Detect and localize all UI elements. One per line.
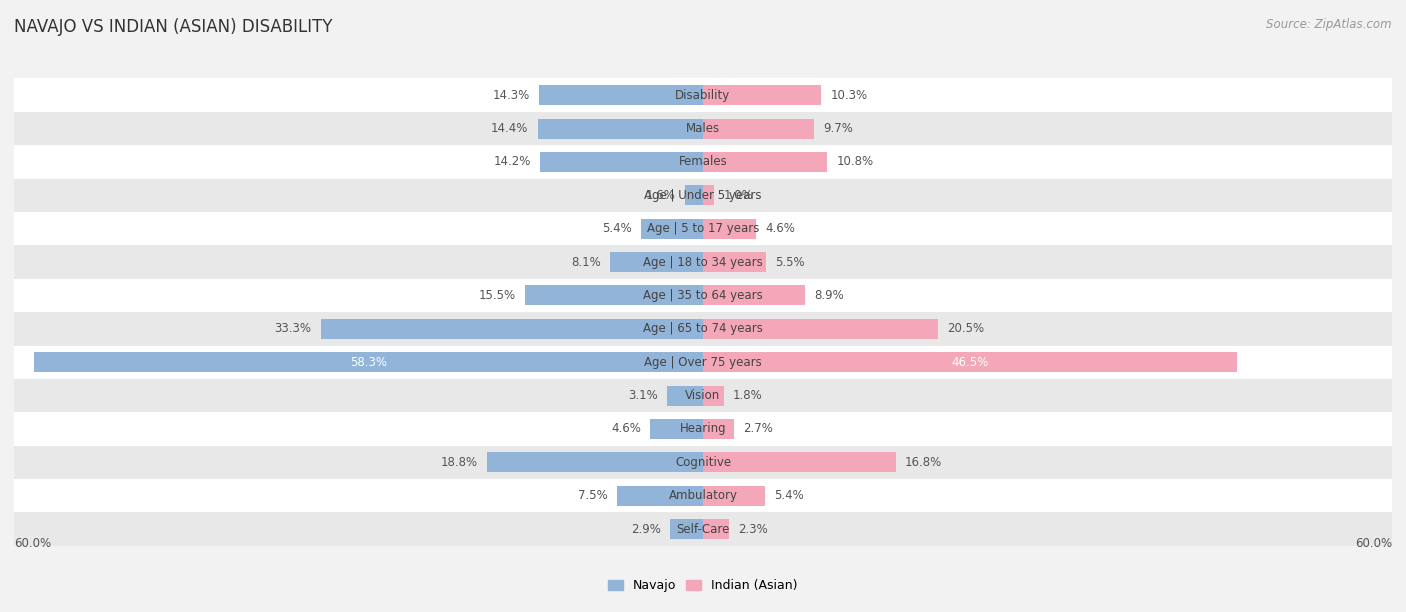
Bar — [14, 446, 1392, 479]
Bar — [538, 85, 703, 105]
Text: 14.4%: 14.4% — [491, 122, 529, 135]
Bar — [14, 78, 1392, 112]
Bar — [641, 218, 703, 239]
Bar — [524, 285, 703, 305]
Text: 3.1%: 3.1% — [628, 389, 658, 402]
Bar — [685, 185, 703, 205]
Text: Females: Females — [679, 155, 727, 168]
Bar — [669, 519, 703, 539]
Text: 46.5%: 46.5% — [952, 356, 988, 368]
Text: 4.6%: 4.6% — [612, 422, 641, 436]
Text: 9.7%: 9.7% — [824, 122, 853, 135]
Bar — [703, 185, 714, 205]
Bar — [703, 319, 938, 339]
Text: 20.5%: 20.5% — [948, 323, 984, 335]
Bar — [14, 145, 1392, 179]
Bar — [14, 412, 1392, 446]
Bar — [537, 119, 703, 138]
Text: Age | 5 to 17 years: Age | 5 to 17 years — [647, 222, 759, 235]
Text: 60.0%: 60.0% — [14, 537, 51, 550]
Text: Vision: Vision — [685, 389, 721, 402]
Text: 16.8%: 16.8% — [905, 456, 942, 469]
Text: 14.3%: 14.3% — [492, 89, 530, 102]
Bar — [703, 252, 766, 272]
Text: 5.4%: 5.4% — [775, 489, 804, 502]
Bar — [650, 419, 703, 439]
Bar — [703, 352, 1237, 372]
Bar — [703, 85, 821, 105]
Bar — [14, 278, 1392, 312]
Text: Males: Males — [686, 122, 720, 135]
Text: 4.6%: 4.6% — [765, 222, 794, 235]
Text: Age | 18 to 34 years: Age | 18 to 34 years — [643, 256, 763, 269]
Bar — [610, 252, 703, 272]
Legend: Navajo, Indian (Asian): Navajo, Indian (Asian) — [603, 574, 803, 597]
Text: Age | Under 5 years: Age | Under 5 years — [644, 188, 762, 202]
Bar — [486, 452, 703, 472]
Text: NAVAJO VS INDIAN (ASIAN) DISABILITY: NAVAJO VS INDIAN (ASIAN) DISABILITY — [14, 18, 333, 36]
Text: 5.5%: 5.5% — [775, 256, 806, 269]
Bar — [14, 112, 1392, 145]
Text: 60.0%: 60.0% — [1355, 537, 1392, 550]
Bar — [14, 245, 1392, 278]
Text: 5.4%: 5.4% — [602, 222, 631, 235]
Bar — [14, 312, 1392, 346]
Text: Source: ZipAtlas.com: Source: ZipAtlas.com — [1267, 18, 1392, 31]
Bar — [14, 212, 1392, 245]
Bar — [703, 386, 724, 406]
Bar — [703, 119, 814, 138]
Bar — [703, 486, 765, 506]
Text: 58.3%: 58.3% — [350, 356, 387, 368]
Bar — [34, 352, 703, 372]
Bar — [14, 346, 1392, 379]
Bar — [703, 218, 756, 239]
Text: 33.3%: 33.3% — [274, 323, 312, 335]
Bar — [540, 152, 703, 172]
Text: 1.6%: 1.6% — [645, 188, 675, 202]
Text: 2.3%: 2.3% — [738, 523, 768, 536]
Text: 7.5%: 7.5% — [578, 489, 607, 502]
Text: 10.3%: 10.3% — [831, 89, 868, 102]
Text: 1.0%: 1.0% — [724, 188, 754, 202]
Text: 1.8%: 1.8% — [733, 389, 762, 402]
Text: 8.9%: 8.9% — [814, 289, 844, 302]
Bar — [703, 519, 730, 539]
Text: 18.8%: 18.8% — [441, 456, 478, 469]
Bar — [703, 152, 827, 172]
Text: 14.2%: 14.2% — [494, 155, 531, 168]
Text: 2.9%: 2.9% — [631, 523, 661, 536]
Text: Ambulatory: Ambulatory — [668, 489, 738, 502]
Bar — [321, 319, 703, 339]
Bar — [14, 179, 1392, 212]
Text: Disability: Disability — [675, 89, 731, 102]
Text: 8.1%: 8.1% — [571, 256, 600, 269]
Text: Hearing: Hearing — [679, 422, 727, 436]
Bar — [14, 379, 1392, 412]
Text: 2.7%: 2.7% — [744, 422, 773, 436]
Bar — [703, 452, 896, 472]
Bar — [617, 486, 703, 506]
Text: Age | 35 to 64 years: Age | 35 to 64 years — [643, 289, 763, 302]
Text: Cognitive: Cognitive — [675, 456, 731, 469]
Text: Age | 65 to 74 years: Age | 65 to 74 years — [643, 323, 763, 335]
Bar — [703, 419, 734, 439]
Bar — [703, 285, 806, 305]
Bar — [14, 512, 1392, 546]
Text: Age | Over 75 years: Age | Over 75 years — [644, 356, 762, 368]
Bar — [14, 479, 1392, 512]
Text: 10.8%: 10.8% — [837, 155, 873, 168]
Text: Self-Care: Self-Care — [676, 523, 730, 536]
Text: 15.5%: 15.5% — [478, 289, 516, 302]
Bar — [668, 386, 703, 406]
